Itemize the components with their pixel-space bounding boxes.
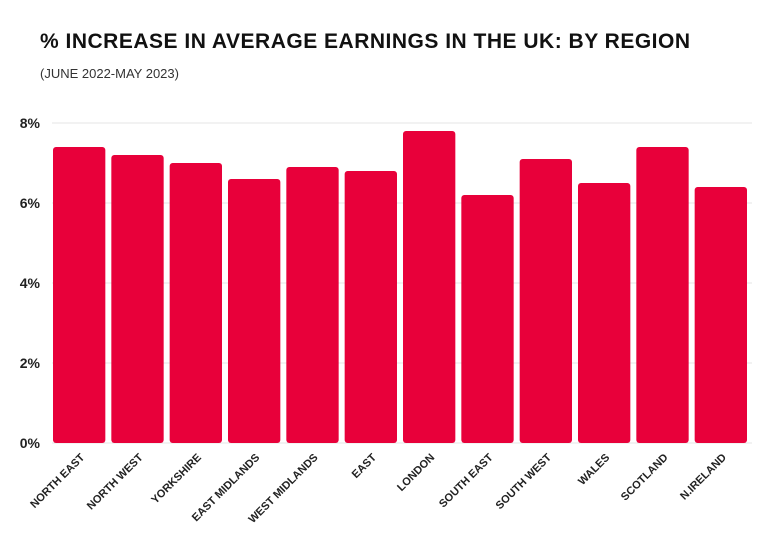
bar: [286, 167, 339, 443]
y-tick-label: 2%: [20, 355, 41, 371]
bar: [694, 187, 747, 443]
bar: [461, 195, 514, 443]
x-tick-label: YORKSHIRE: [149, 452, 204, 507]
y-tick-label: 6%: [20, 195, 41, 211]
bar: [228, 179, 281, 443]
chart-title: % INCREASE IN AVERAGE EARNINGS IN THE UK…: [40, 30, 691, 53]
x-tick-label: SCOTLAND: [619, 452, 671, 504]
x-tick-label: SOUTH WEST: [494, 451, 555, 512]
y-tick-label: 4%: [20, 275, 41, 291]
bar: [169, 163, 222, 443]
x-tick-label: EAST: [350, 451, 379, 480]
bar: [578, 183, 631, 443]
y-tick-label: 0%: [20, 435, 41, 451]
bar: [111, 155, 164, 443]
bar: [636, 147, 689, 443]
y-tick-label: 8%: [20, 115, 41, 131]
bar: [403, 131, 456, 443]
x-tick-label: NORTH WEST: [85, 451, 146, 512]
chart-subtitle: (JUNE 2022-MAY 2023): [40, 66, 179, 81]
x-tick-label: N.IRELAND: [678, 452, 729, 503]
bar: [53, 147, 106, 443]
x-tick-label: NORTH EAST: [28, 451, 87, 510]
bar: [344, 171, 397, 443]
x-tick-label: WALES: [576, 452, 612, 488]
x-tick-label: LONDON: [395, 452, 437, 494]
x-tick-label: SOUTH EAST: [437, 451, 496, 510]
bar: [519, 159, 572, 443]
